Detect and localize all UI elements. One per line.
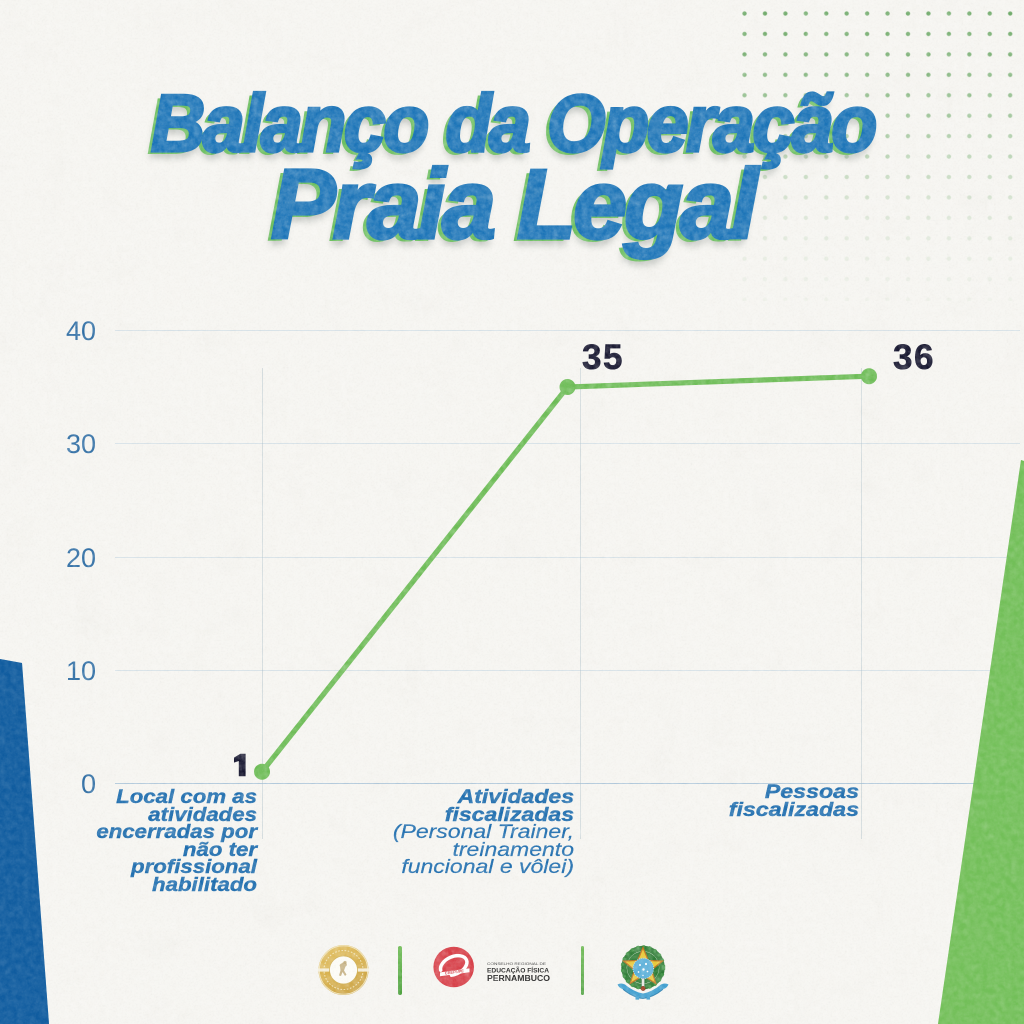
svg-text:CONSELHO REGIONAL DE: CONSELHO REGIONAL DE	[487, 961, 546, 966]
svg-text:PERNAMBUCO: PERNAMBUCO	[487, 974, 550, 983]
